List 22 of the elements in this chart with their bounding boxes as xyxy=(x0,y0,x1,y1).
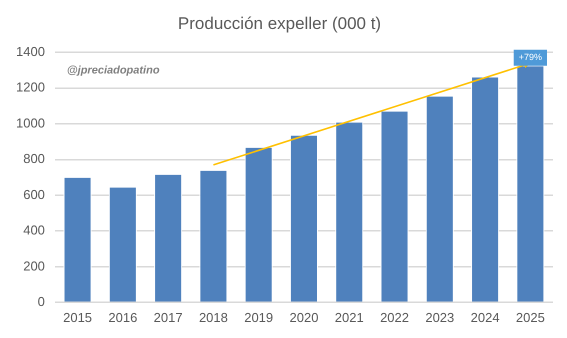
x-tick-label: 2022 xyxy=(380,310,409,325)
x-tick-label: 2021 xyxy=(334,310,364,325)
y-tick-label: 0 xyxy=(38,294,45,309)
y-tick-label: 600 xyxy=(23,186,45,202)
x-tick-label: 2015 xyxy=(63,310,92,325)
y-tick-label: 1200 xyxy=(16,80,45,95)
y-tick-label: 1000 xyxy=(16,115,45,130)
annotation: @jpreciadopatino xyxy=(66,64,160,76)
y-tick-label: 200 xyxy=(23,258,45,274)
chart-title: Producción expeller (000 t) xyxy=(178,14,382,33)
x-tick-label: 2025 xyxy=(516,310,545,325)
x-tick-label: 2020 xyxy=(290,310,318,325)
x-tick-label: 2017 xyxy=(154,310,183,325)
x-tick-label: 2023 xyxy=(425,310,454,325)
x-tick-label: 2016 xyxy=(108,310,138,325)
x-tick-label: 2024 xyxy=(470,310,500,325)
x-tick-label: 2018 xyxy=(198,310,228,325)
y-tick-label: 800 xyxy=(23,151,45,166)
y-tick-label: 400 xyxy=(23,222,45,238)
y-tick-label: 1400 xyxy=(16,44,45,59)
x-tick-label: 2019 xyxy=(244,310,274,325)
annotation: +79% xyxy=(518,52,542,62)
